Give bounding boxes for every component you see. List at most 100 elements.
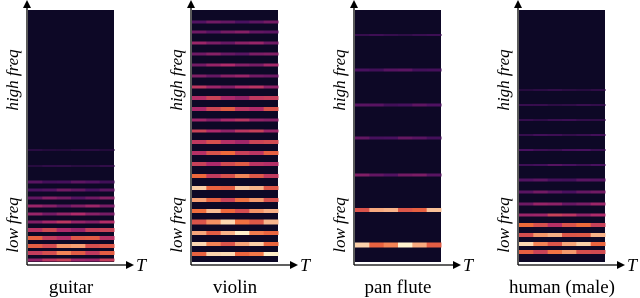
harmonic-band — [220, 219, 236, 225]
harmonic-band — [99, 212, 115, 216]
harmonic-band — [590, 149, 606, 151]
low-freq-label: low freq — [494, 197, 513, 253]
harmonic-band — [412, 68, 428, 72]
harmonic-band — [519, 233, 534, 237]
harmonic-band — [426, 173, 442, 177]
harmonic-band — [71, 251, 86, 255]
harmonic-band — [42, 149, 58, 151]
harmonic-band — [85, 165, 101, 167]
harmonic-band — [192, 107, 207, 111]
harmonic-band — [263, 174, 279, 178]
harmonic-band — [369, 242, 385, 248]
harmonic-band — [562, 233, 577, 237]
panel-label: pan flute — [364, 277, 431, 298]
high-freq-label: high freq — [494, 49, 513, 111]
harmonic-band — [263, 118, 279, 122]
harmonic-band — [369, 173, 385, 177]
harmonic-band — [206, 162, 222, 166]
harmonic-band — [235, 219, 250, 225]
harmonic-band — [533, 134, 549, 136]
harmonic-band — [28, 244, 43, 248]
harmonic-band — [28, 220, 43, 224]
harmonic-band — [85, 220, 101, 224]
harmonic-band — [99, 165, 115, 167]
harmonic-band — [383, 103, 399, 107]
harmonic-band — [263, 41, 279, 45]
harmonic-band — [192, 174, 207, 178]
harmonic-band — [28, 204, 43, 208]
harmonic-band — [220, 151, 236, 155]
harmonic-band — [426, 136, 442, 140]
harmonic-band — [99, 204, 115, 208]
harmonic-band — [71, 165, 86, 167]
harmonic-band — [192, 129, 207, 133]
harmonic-band — [42, 204, 58, 208]
harmonic-band — [533, 202, 549, 206]
harmonic-band — [220, 198, 236, 202]
harmonic-band — [590, 178, 606, 182]
harmonic-band — [71, 228, 86, 232]
harmonic-band — [519, 223, 534, 227]
harmonic-band — [192, 186, 207, 190]
high-freq-label: high freq — [3, 49, 22, 111]
harmonic-band — [263, 140, 279, 144]
harmonic-band — [192, 41, 207, 45]
harmonic-band — [533, 178, 549, 182]
harmonic-band — [263, 198, 279, 202]
harmonic-band — [85, 258, 101, 262]
harmonic-band — [192, 162, 207, 166]
harmonic-band — [249, 242, 265, 246]
harmonic-band — [220, 174, 236, 178]
harmonic-band — [533, 149, 549, 151]
harmonic-band — [533, 233, 549, 237]
harmonic-band — [71, 258, 86, 262]
harmonic-band — [547, 178, 563, 182]
harmonic-band — [192, 30, 207, 34]
harmonic-band — [576, 213, 592, 217]
harmonic-band — [42, 196, 58, 200]
harmonic-band — [562, 242, 577, 246]
harmonic-band — [355, 208, 370, 212]
harmonic-band — [206, 242, 222, 246]
harmonic-band — [263, 52, 279, 56]
harmonic-band — [398, 136, 413, 140]
harmonic-band — [56, 165, 72, 167]
harmonic-band — [590, 233, 606, 237]
harmonic-band — [206, 252, 222, 256]
harmonic-band — [85, 188, 101, 192]
harmonic-band — [235, 242, 250, 246]
harmonic-band — [71, 212, 86, 216]
harmonic-band — [56, 258, 72, 262]
harmonic-band — [398, 103, 413, 107]
harmonic-band — [249, 252, 265, 256]
harmonic-band — [562, 164, 577, 166]
harmonic-band — [192, 85, 207, 89]
harmonic-band — [206, 219, 222, 225]
harmonic-band — [590, 89, 606, 91]
harmonic-band — [71, 236, 86, 240]
harmonic-band — [235, 140, 250, 144]
harmonic-band — [192, 52, 207, 56]
harmonic-band — [206, 174, 222, 178]
harmonic-band — [249, 52, 265, 56]
harmonic-band — [576, 119, 592, 121]
harmonic-band — [220, 252, 236, 256]
harmonic-band — [562, 223, 577, 227]
harmonic-band — [220, 129, 236, 133]
harmonic-band — [249, 129, 265, 133]
harmonic-band — [192, 209, 207, 213]
harmonic-band — [576, 190, 592, 194]
harmonic-band — [206, 140, 222, 144]
harmonic-band — [56, 236, 72, 240]
harmonic-band — [42, 236, 58, 240]
harmonic-band — [398, 34, 413, 36]
harmonic-band — [220, 118, 236, 122]
harmonic-band — [263, 162, 279, 166]
harmonic-band — [42, 188, 58, 192]
harmonic-band — [206, 129, 222, 133]
harmonic-band — [71, 220, 86, 224]
harmonic-band — [263, 231, 279, 235]
harmonic-band — [42, 244, 58, 248]
harmonic-band — [42, 251, 58, 255]
